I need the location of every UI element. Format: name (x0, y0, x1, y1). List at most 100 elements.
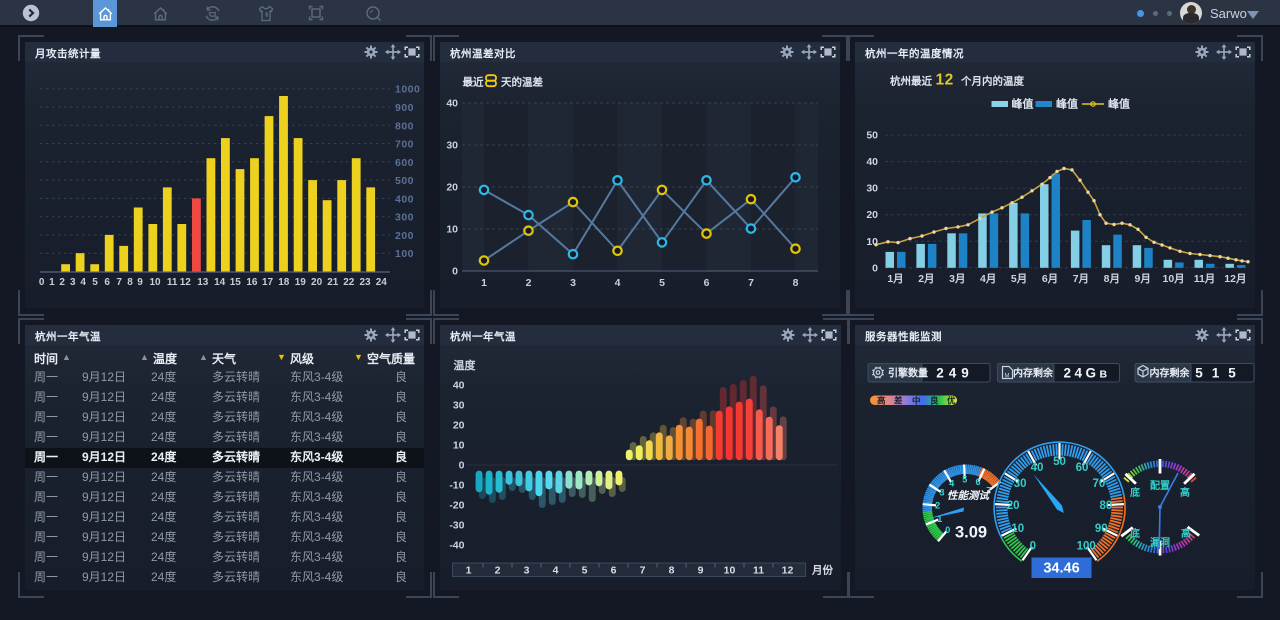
svg-text:2: 2 (526, 277, 532, 289)
svg-text:40: 40 (866, 156, 878, 168)
svg-text:11月: 11月 (1194, 273, 1216, 285)
svg-text:峰值: 峰值 (1012, 97, 1034, 111)
svg-text:11: 11 (167, 277, 178, 288)
svg-text:6: 6 (975, 477, 980, 487)
svg-text:30: 30 (453, 400, 465, 412)
svg-text:峰值: 峰值 (1108, 97, 1130, 111)
svg-text:10: 10 (1011, 523, 1024, 535)
svg-text:6: 6 (611, 565, 617, 577)
svg-text:12: 12 (782, 565, 794, 577)
svg-text:4: 4 (615, 277, 621, 289)
svg-text:1: 1 (937, 514, 942, 524)
svg-text:0: 0 (39, 277, 45, 288)
svg-text:200: 200 (395, 230, 414, 242)
svg-text:差: 差 (893, 396, 903, 406)
svg-text:3: 3 (939, 488, 944, 498)
svg-text:50: 50 (866, 130, 878, 142)
svg-text:2月: 2月 (918, 273, 934, 285)
svg-text:900: 900 (395, 102, 414, 114)
svg-text:20: 20 (866, 209, 878, 221)
svg-text:7: 7 (986, 486, 991, 496)
svg-text:M: M (1005, 374, 1010, 380)
svg-text:7: 7 (116, 277, 122, 288)
svg-text:21: 21 (327, 277, 339, 288)
svg-text:10: 10 (724, 565, 736, 577)
svg-text:515: 515 (1195, 366, 1245, 381)
svg-text:3: 3 (524, 565, 530, 577)
svg-text:20: 20 (1007, 500, 1020, 512)
svg-text:0: 0 (1030, 541, 1036, 553)
svg-text:80: 80 (1100, 500, 1113, 512)
svg-text:-40: -40 (449, 540, 464, 552)
svg-text:6: 6 (104, 277, 110, 288)
svg-text:高: 高 (1181, 527, 1191, 540)
svg-text:18: 18 (278, 277, 290, 288)
svg-text:杭州最近: 杭州最近 (890, 75, 932, 88)
svg-text:100: 100 (1077, 541, 1096, 553)
svg-text:-10: -10 (449, 480, 464, 492)
svg-text:内存剩余: 内存剩余 (1013, 367, 1054, 380)
svg-text:8: 8 (669, 565, 675, 577)
svg-text:5: 5 (962, 475, 967, 485)
svg-text:3.09: 3.09 (955, 524, 987, 542)
svg-text:8: 8 (127, 277, 133, 288)
svg-text:1: 1 (481, 277, 487, 289)
svg-text:12: 12 (936, 72, 954, 89)
svg-text:20: 20 (446, 182, 458, 194)
svg-text:5: 5 (92, 277, 98, 288)
svg-text:90: 90 (1095, 523, 1108, 535)
svg-text:40: 40 (453, 380, 465, 392)
svg-text:10: 10 (149, 277, 161, 288)
svg-text:峰值: 峰值 (1056, 97, 1078, 111)
svg-text:70: 70 (1093, 478, 1106, 490)
svg-text:249: 249 (936, 366, 974, 381)
svg-text:3: 3 (70, 277, 76, 288)
svg-text:40: 40 (1031, 462, 1044, 474)
svg-text:月份: 月份 (811, 564, 833, 577)
svg-text:60: 60 (1076, 462, 1089, 474)
svg-text:700: 700 (395, 139, 414, 151)
svg-text:11: 11 (753, 565, 764, 577)
svg-text:8月: 8月 (1104, 273, 1120, 285)
svg-text:3: 3 (570, 277, 576, 289)
svg-text:1000: 1000 (395, 84, 420, 96)
svg-text:10: 10 (866, 236, 878, 248)
svg-text:温度: 温度 (454, 358, 477, 372)
svg-text:34.46: 34.46 (1043, 561, 1079, 577)
svg-text:最近: 最近 (463, 76, 484, 89)
svg-text:24: 24 (376, 277, 388, 288)
svg-text:30: 30 (446, 140, 458, 152)
svg-text:13: 13 (197, 277, 209, 288)
svg-text:5: 5 (659, 277, 665, 289)
svg-text:9: 9 (698, 565, 704, 577)
svg-text:24GB: 24GB (1063, 366, 1110, 381)
svg-text:配置: 配置 (1150, 480, 1170, 492)
svg-text:17: 17 (262, 277, 274, 288)
svg-text:-30: -30 (449, 520, 464, 532)
svg-text:40: 40 (446, 98, 458, 110)
svg-text:1月: 1月 (887, 273, 903, 285)
svg-text:高: 高 (877, 396, 886, 406)
svg-text:2: 2 (59, 277, 65, 288)
svg-text:0: 0 (872, 262, 878, 274)
svg-text:22: 22 (343, 277, 355, 288)
svg-text:9: 9 (137, 277, 143, 288)
svg-text:内存剩余: 内存剩余 (1150, 367, 1191, 380)
svg-text:5月: 5月 (1011, 273, 1027, 285)
svg-text:底: 底 (1130, 486, 1140, 499)
svg-text:0: 0 (452, 266, 458, 278)
svg-text:1: 1 (466, 565, 472, 577)
svg-text:中: 中 (912, 396, 921, 406)
svg-text:2: 2 (495, 565, 501, 577)
svg-text:14: 14 (214, 277, 226, 288)
svg-text:4: 4 (949, 478, 954, 488)
svg-text:400: 400 (395, 193, 414, 205)
svg-text:引擎数量: 引擎数量 (888, 367, 928, 380)
svg-text:600: 600 (395, 157, 414, 169)
svg-text:800: 800 (395, 120, 414, 132)
svg-text:12: 12 (180, 277, 192, 288)
svg-text:8: 8 (793, 277, 799, 289)
svg-text:天的温差: 天的温差 (501, 76, 543, 89)
svg-text:3月: 3月 (949, 273, 965, 285)
svg-text:4月: 4月 (980, 273, 996, 285)
